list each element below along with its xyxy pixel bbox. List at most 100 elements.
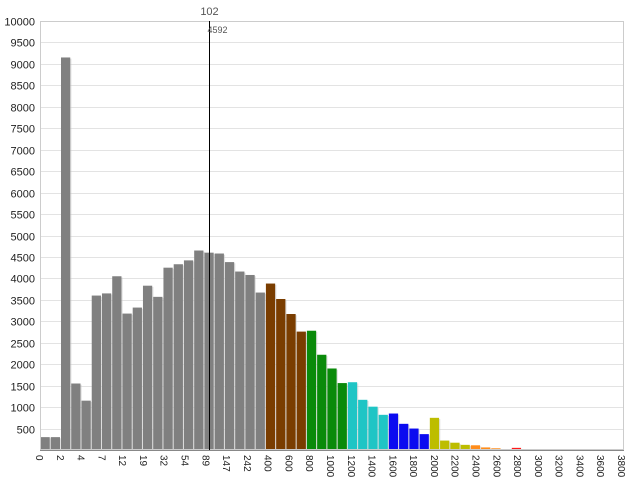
x-tick-label: 54 [179,455,190,467]
y-tick-label: 5000 [11,232,35,244]
y-tick-label: 8000 [11,103,35,115]
bar [132,307,142,450]
bar [337,383,347,450]
bar [142,285,153,450]
y-tick-label: 2000 [11,360,35,372]
marker-value: 4592 [208,25,228,35]
bar [122,313,132,450]
y-tick-label: 7500 [11,124,35,136]
x-tick-label: 147 [220,455,231,472]
y-tick-label: 9500 [11,38,35,50]
bar [255,292,265,450]
bar [440,440,450,450]
x-tick-label: 0 [33,455,44,461]
y-tick-label: 7000 [11,146,35,158]
x-tick-label: 3600 [594,455,605,478]
x-tick-labels: 0 2 4 7 12 19 32 54 89 147 242 400 600 800 1000 1200 140… [33,455,626,478]
x-tick-label: 3800 [615,455,626,478]
bar [50,437,60,450]
bar [470,445,481,450]
y-tick-label: 2500 [11,339,35,351]
bar [429,417,440,450]
bar [245,274,255,450]
bar [511,447,522,450]
x-tick-label: 1000 [324,455,335,478]
bar [60,57,71,451]
bar [317,354,327,450]
bar [276,298,286,450]
x-tick-label: 19 [137,455,148,467]
x-tick-label: 2600 [490,455,501,478]
bar [71,383,81,450]
x-tick-label: 1600 [386,455,397,478]
x-tick-label: 32 [158,455,169,467]
bar [286,314,296,450]
bar [368,406,378,450]
bar [460,444,470,450]
bar [214,253,224,450]
bar [81,400,91,450]
x-tick-label: 400 [262,455,273,472]
x-tick-label: 600 [282,455,293,472]
y-tick-label: 1500 [11,382,35,394]
y-tick-label: 3500 [11,296,35,308]
bar [450,442,460,450]
x-tick-label: 4 [75,455,86,461]
x-tick-label: 89 [199,455,210,467]
x-tick-label: 2 [54,455,65,461]
marker: 102 4592 [200,6,228,450]
y-tick-labels: 500 1000 1500 2000 2500 3000 3500 4000 4500 5000 5… [4,17,35,437]
marker-label: 102 [200,6,218,18]
y-tick-label: 3000 [11,317,35,329]
bar [388,413,399,450]
axes [40,21,624,451]
y-tick-label: 5500 [11,210,35,222]
bar [224,262,235,450]
bar [358,399,368,450]
x-tick-label: 3400 [573,455,584,478]
bar [419,434,429,450]
bar [327,368,337,450]
bar [173,264,183,450]
x-tick-label: 1200 [345,455,356,478]
bar [265,283,276,450]
bar [399,423,409,450]
bar [235,271,245,450]
bar [91,295,101,450]
bar [347,382,358,450]
x-tick-label: 12 [116,455,127,467]
bar [153,296,163,450]
x-tick-label: 2400 [470,455,481,478]
bar [183,260,194,450]
x-tick-label: 2800 [511,455,522,478]
bar [194,250,204,450]
x-tick-label: 3000 [532,455,543,478]
x-tick-label: 3200 [553,455,564,478]
bar [296,331,306,450]
bar [163,267,173,450]
bar [306,330,317,450]
bar [409,428,419,450]
y-tick-label: 8500 [11,81,35,93]
y-tick-label: 9000 [11,60,35,72]
bar [481,447,491,450]
plot-frame [40,21,624,450]
bar [40,437,50,450]
x-tick-label: 1400 [366,455,377,478]
y-tick-label: 4500 [11,253,35,265]
y-tick-label: 10000 [4,17,35,29]
bar [378,414,388,450]
y-tick-label: 6500 [11,167,35,179]
x-tick-label: 2200 [449,455,460,478]
x-tick-label: 1800 [407,455,418,478]
x-tick-label: 800 [303,455,314,472]
bars [40,57,624,451]
bar [101,293,112,450]
x-tick-label: 242 [241,455,252,472]
x-tick-label: 7 [95,455,106,461]
y-tick-label: 1000 [11,403,35,415]
bar [112,276,122,450]
y-tick-label: 500 [17,425,35,437]
y-tick-label: 4000 [11,274,35,286]
